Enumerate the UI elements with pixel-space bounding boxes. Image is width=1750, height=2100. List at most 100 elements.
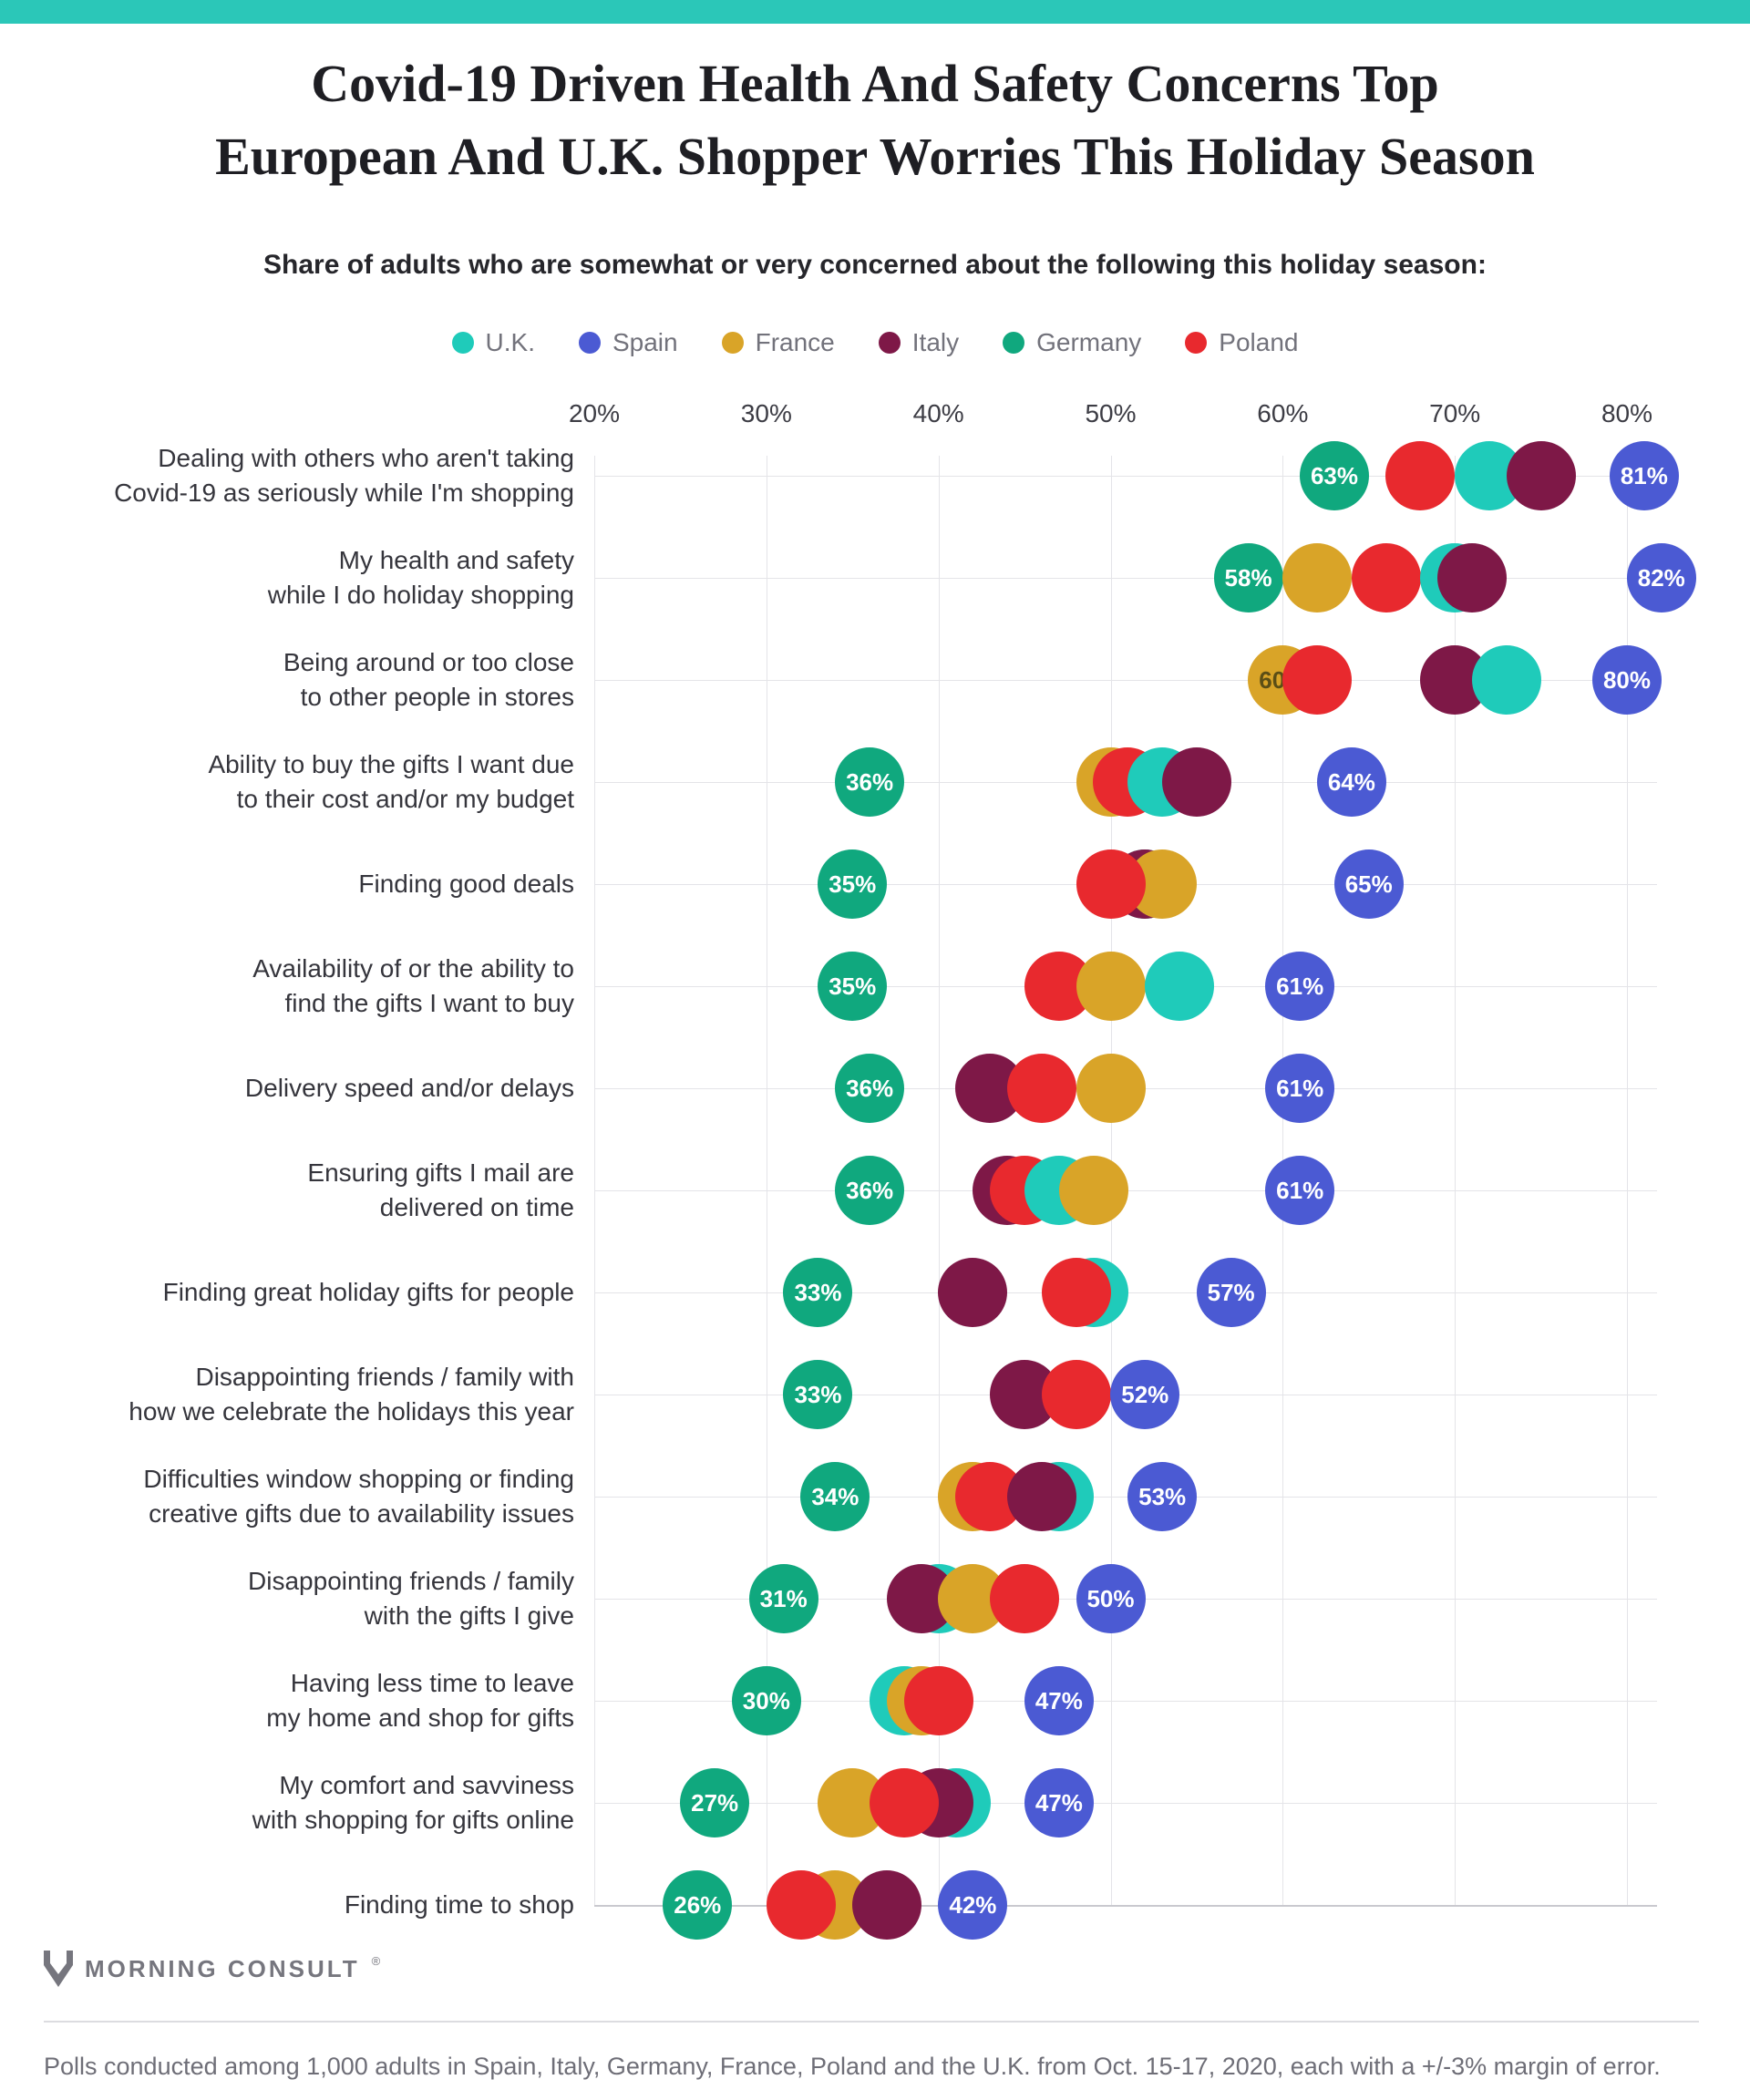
- dot-germany: 27%: [680, 1768, 750, 1838]
- dot-poland: [1041, 1360, 1111, 1429]
- dot-italy: [1006, 1462, 1076, 1531]
- x-axis-tick: 30%: [740, 399, 792, 427]
- dot-spain: 47%: [1024, 1768, 1094, 1838]
- legend-dot-icon: [578, 332, 601, 354]
- gridline-row: [594, 578, 1657, 579]
- legend-dot-icon: [878, 332, 901, 354]
- dot-poland: [1385, 441, 1456, 510]
- x-axis-tick: 80%: [1601, 399, 1653, 427]
- dot-spain: 52%: [1110, 1360, 1180, 1429]
- x-axis-tick: 60%: [1257, 399, 1309, 427]
- legend-dot-icon: [1185, 332, 1208, 354]
- morning-consult-logo-mark: [44, 1951, 73, 1987]
- dot-france: [1076, 1054, 1146, 1123]
- category-label: Disappointing friends / family with the …: [248, 1567, 574, 1630]
- legend-item-poland: Poland: [1185, 328, 1298, 357]
- gridline-row: [594, 1803, 1657, 1804]
- category-label: Finding good deals: [358, 870, 574, 898]
- gridline-vertical: [1455, 456, 1457, 1905]
- dot-germany: 30%: [731, 1666, 801, 1735]
- category-label: Ensuring gifts I mail are delivered on t…: [307, 1158, 574, 1221]
- category-label: My comfort and savviness with shopping f…: [252, 1771, 574, 1834]
- legend-label: Poland: [1219, 328, 1299, 356]
- dot-germany: 35%: [818, 952, 888, 1021]
- category-label: Finding time to shop: [344, 1890, 574, 1919]
- legend-label: France: [755, 328, 835, 356]
- legend-item-italy: Italy: [878, 328, 960, 357]
- category-label: Ability to buy the gifts I want due to t…: [208, 750, 574, 813]
- category-label: My health and safety while I do holiday …: [267, 546, 574, 609]
- registered-trademark-icon: ®: [371, 1953, 381, 1968]
- dot-spain: 57%: [1196, 1258, 1266, 1327]
- x-axis-tick: 70%: [1429, 399, 1481, 427]
- legend-label: Spain: [612, 328, 678, 356]
- gridline-row: [594, 1701, 1657, 1702]
- methodology-note: Polls conducted among 1,000 adults in Sp…: [44, 2053, 1661, 2080]
- dot-poland: [1282, 645, 1353, 715]
- dot-poland: [1041, 1258, 1111, 1327]
- legend-label: Germany: [1036, 328, 1142, 356]
- dot-germany: 58%: [1213, 543, 1283, 612]
- dot-spain: 82%: [1626, 543, 1696, 612]
- category-label: Availability of or the ability to find t…: [252, 954, 574, 1017]
- dot-germany: 34%: [800, 1462, 870, 1531]
- dot-germany: 35%: [818, 849, 888, 919]
- dot-germany: 33%: [783, 1258, 853, 1327]
- dot-uk: [1471, 645, 1541, 715]
- dot-germany: 26%: [663, 1870, 733, 1940]
- gridline-vertical: [938, 456, 940, 1905]
- legend-item-france: France: [721, 328, 835, 357]
- dot-spain: 61%: [1265, 952, 1335, 1021]
- dot-germany: 36%: [835, 747, 905, 817]
- x-axis-tick: 50%: [1085, 399, 1137, 427]
- dot-italy: [1506, 441, 1576, 510]
- dot-france: [1058, 1156, 1128, 1225]
- legend-label: Italy: [911, 328, 960, 356]
- gridline-row: [594, 476, 1657, 477]
- legend-dot-icon: [1003, 332, 1025, 354]
- page-title: Covid-19 Driven Health And Safety Concer…: [215, 54, 1535, 186]
- dot-spain: 65%: [1333, 849, 1404, 919]
- category-label: Having less time to leave my home and sh…: [266, 1669, 574, 1732]
- dot-poland: [903, 1666, 973, 1735]
- gridline-row: [594, 680, 1657, 681]
- dot-germany: 36%: [835, 1156, 905, 1225]
- dot-spain: 53%: [1127, 1462, 1198, 1531]
- gridline-row: [594, 1497, 1657, 1498]
- legend-dot-icon: [451, 332, 474, 354]
- x-axis-tick: 20%: [568, 399, 621, 427]
- dot-germany: 63%: [1299, 441, 1369, 510]
- page-subtitle: Share of adults who are somewhat or very…: [263, 250, 1487, 280]
- gridline-vertical: [1627, 456, 1628, 1905]
- category-label: Difficulties window shopping or finding …: [143, 1465, 574, 1528]
- category-label: Finding great holiday gifts for people: [162, 1278, 574, 1306]
- dot-spain: 61%: [1265, 1054, 1335, 1123]
- gridline-vertical: [594, 456, 595, 1905]
- morning-consult-logo-text: MORNING CONSULT: [85, 1954, 360, 1982]
- dot-germany: 31%: [748, 1564, 818, 1633]
- category-label: Disappointing friends / family with how …: [129, 1363, 574, 1426]
- legend-dot-icon: [721, 332, 744, 354]
- dot-poland: [1351, 543, 1421, 612]
- dot-uk: [1145, 952, 1215, 1021]
- legend-item-uk: U.K.: [451, 328, 535, 357]
- footer-divider: [44, 2021, 1699, 2023]
- category-label: Being around or too close to other peopl…: [283, 648, 574, 711]
- dot-poland: [1006, 1054, 1076, 1123]
- x-axis-tick: 40%: [912, 399, 964, 427]
- dot-spain: 42%: [938, 1870, 1008, 1940]
- dot-spain: 47%: [1024, 1666, 1094, 1735]
- category-label: Dealing with others who aren't taking Co…: [114, 444, 574, 507]
- dot-france: [1076, 952, 1146, 1021]
- dot-italy: [1437, 543, 1508, 612]
- dot-poland: [869, 1768, 939, 1838]
- dot-germany: 33%: [783, 1360, 853, 1429]
- legend-item-germany: Germany: [1003, 328, 1141, 357]
- dot-spain: 64%: [1316, 747, 1386, 817]
- dot-france: [1282, 543, 1353, 612]
- dot-spain: 81%: [1609, 441, 1679, 510]
- legend-item-spain: Spain: [578, 328, 678, 357]
- dot-germany: 36%: [835, 1054, 905, 1123]
- dot-italy: [938, 1258, 1008, 1327]
